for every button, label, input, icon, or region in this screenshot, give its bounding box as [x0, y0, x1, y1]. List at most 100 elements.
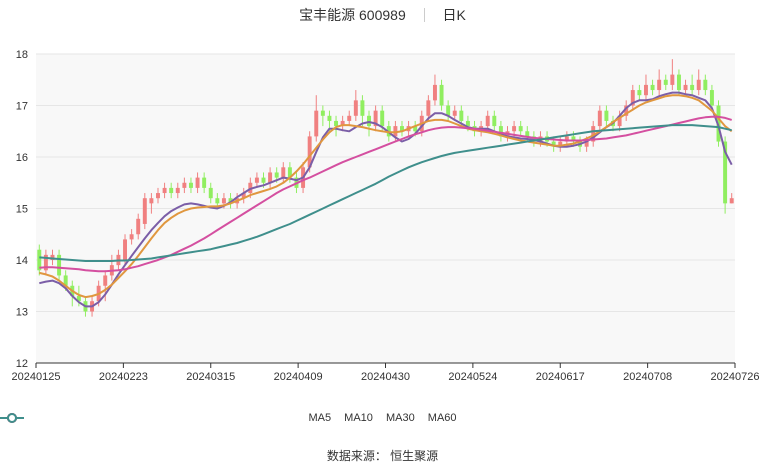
candle-body	[274, 172, 279, 178]
candle-body	[353, 100, 358, 116]
candle-body	[202, 177, 207, 188]
candle-body	[287, 167, 292, 178]
source-value: 恒生聚源	[390, 449, 439, 463]
candle-body	[37, 249, 42, 271]
candle-body	[380, 110, 385, 127]
ma30-line	[39, 115, 732, 273]
candle-body	[162, 187, 167, 194]
candle-body	[426, 100, 431, 116]
candle-body	[169, 187, 174, 194]
data-source: 数据来源： 恒生聚源	[0, 447, 765, 464]
legend-label-ma10: MA10	[344, 412, 373, 424]
x-tick-label: 20240524	[448, 371, 497, 383]
x-tick-label: 20240409	[274, 371, 323, 383]
candle-body	[334, 120, 339, 127]
candle-body	[531, 136, 536, 142]
legend-item-ma5[interactable]: MA5	[0, 412, 331, 424]
candle-body	[492, 115, 497, 127]
ma10-line	[39, 94, 733, 299]
candle-body	[241, 193, 246, 199]
chart-title: 宝丰能源 600989	[299, 7, 406, 23]
candle-body	[597, 110, 602, 127]
candle-body	[452, 110, 457, 116]
candle-body	[307, 136, 312, 168]
candle-body	[367, 115, 371, 127]
candle-body	[327, 115, 332, 121]
candle-body	[630, 90, 635, 106]
candle-body	[142, 198, 147, 224]
period-label: 日K	[442, 7, 466, 23]
y-tick-label: 16	[16, 152, 28, 164]
candle-body	[281, 167, 286, 178]
x-tick-label: 20240726	[711, 371, 760, 383]
candle-body	[314, 110, 319, 137]
candle-body	[709, 90, 714, 106]
candle-body	[76, 296, 81, 302]
candle-body	[696, 79, 701, 91]
legend-item-ma10[interactable]: MA10	[0, 412, 373, 424]
candle-body	[551, 141, 556, 147]
candle-body	[156, 193, 160, 199]
candle-body	[729, 198, 734, 204]
candle-body	[670, 74, 675, 85]
candle-body	[268, 172, 273, 183]
candle-body	[228, 198, 233, 204]
y-tick-label: 12	[16, 358, 28, 370]
candle-body	[512, 126, 517, 132]
candle-body	[564, 136, 569, 142]
candle-body	[690, 84, 695, 91]
candle-body	[63, 275, 68, 286]
candle-body	[208, 187, 213, 199]
candle-body	[188, 182, 193, 188]
candle-body	[571, 136, 576, 142]
candle-body	[123, 239, 128, 260]
candle-body	[254, 177, 259, 183]
candle-body	[643, 84, 648, 96]
candle-body	[617, 115, 622, 127]
legend-label-ma60: MA60	[427, 412, 457, 424]
candle-body	[624, 105, 629, 116]
x-tick-label: 20240430	[361, 371, 410, 383]
candle-body	[558, 141, 563, 147]
candle-body	[215, 198, 220, 204]
candle-body	[393, 126, 398, 137]
x-tick-label: 20240125	[12, 371, 61, 383]
candle-body	[703, 79, 708, 91]
candle-body	[657, 79, 662, 91]
candle-body	[175, 187, 180, 194]
x-tick-label: 20240315	[186, 371, 235, 383]
ma60-legend-icon	[0, 413, 24, 423]
candle-body	[637, 90, 642, 96]
x-tick-label: 20240708	[623, 371, 672, 383]
candle-body	[459, 110, 464, 121]
candle-body	[518, 126, 523, 132]
x-tick-label: 20240223	[99, 371, 148, 383]
title-divider	[423, 8, 425, 22]
candle-body	[525, 131, 530, 137]
y-tick-label: 17	[16, 101, 28, 113]
candle-body	[182, 182, 187, 188]
chart-header: 宝丰能源 600989 日K	[0, 5, 765, 27]
candle-body	[400, 126, 404, 132]
legend-item-ma60[interactable]: MA60	[0, 412, 457, 424]
ma60-line	[39, 124, 732, 262]
y-tick-label: 15	[16, 204, 28, 216]
candle-body	[650, 84, 655, 91]
candle-body	[221, 198, 226, 204]
candle-body	[149, 198, 154, 204]
candle-body	[676, 74, 681, 91]
candle-body	[584, 141, 589, 147]
candle-body	[446, 105, 451, 116]
y-tick-label: 13	[16, 307, 28, 319]
y-tick-label: 14	[16, 255, 28, 267]
candle-body	[340, 120, 345, 127]
candle-body	[723, 141, 728, 204]
candle-body	[439, 84, 444, 106]
candle-body	[465, 120, 470, 127]
candle-body	[683, 84, 688, 91]
candle-body	[195, 177, 200, 188]
candle-body	[320, 110, 325, 116]
candle-body	[360, 100, 365, 116]
legend-item-ma30[interactable]: MA30	[0, 412, 415, 424]
